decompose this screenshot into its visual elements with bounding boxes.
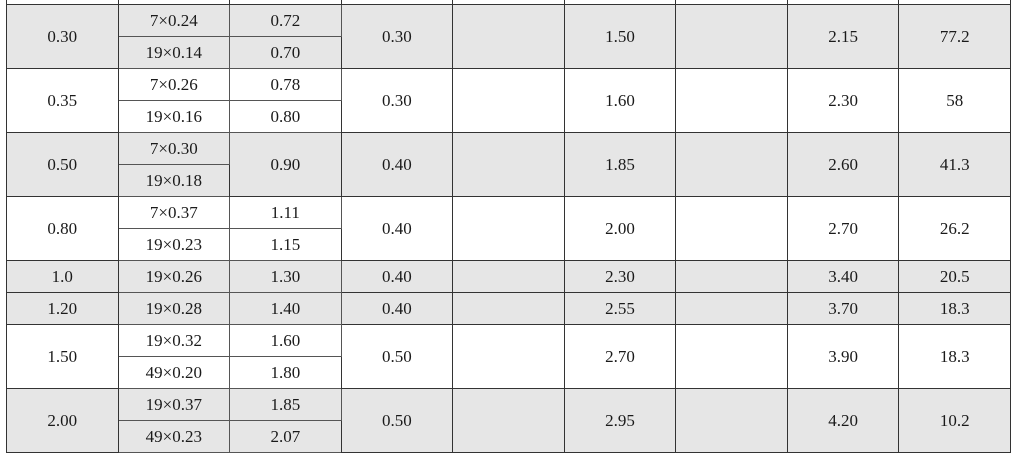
cell-c6: 2.00 bbox=[563, 196, 677, 261]
cell-c7 bbox=[675, 260, 788, 293]
cell-size: 0.78 bbox=[229, 68, 342, 101]
cell-c8: 3.70 bbox=[786, 292, 900, 325]
cell-c5 bbox=[452, 4, 565, 69]
table-row: 1.50 19×0.32 1.60 0.50 2.70 3.90 18.3 bbox=[6, 324, 1011, 389]
cell-c5 bbox=[452, 132, 565, 197]
cell-wire: 19×0.14 bbox=[117, 36, 231, 69]
cell-wire: 19×0.26 bbox=[117, 260, 231, 293]
cell-col1: 0.80 bbox=[6, 196, 119, 261]
cell-c5 bbox=[452, 260, 565, 293]
table-row: 2.00 19×0.37 1.85 0.50 2.95 4.20 10.2 bbox=[6, 388, 1011, 453]
cell-size: 1.80 bbox=[229, 356, 342, 389]
spec-table-body: 0.30 7×0.24 0.72 0.30 1.50 2.15 77.2 19×0.14 0.7… bbox=[6, 0, 1011, 453]
cell-wire: 49×0.20 bbox=[117, 356, 231, 389]
cell-wire: 49×0.23 bbox=[117, 420, 231, 453]
cell-col1: 0.35 bbox=[6, 68, 119, 133]
cell-c9: 18.3 bbox=[898, 292, 1011, 325]
cell-c7 bbox=[675, 132, 788, 197]
table-row: 19×0.16 0.80 bbox=[7, 100, 1011, 133]
cell-wire: 7×0.30 bbox=[117, 132, 231, 165]
cell-size: 1.30 bbox=[229, 260, 342, 293]
cell-c4: 0.40 bbox=[340, 260, 454, 293]
cell-c9: 20.5 bbox=[898, 260, 1011, 293]
table-row: 0.35 7×0.26 0.78 0.30 1.60 2.30 58 bbox=[6, 68, 1011, 133]
cell-c4: 0.40 bbox=[340, 196, 454, 261]
cell-col1: 1.20 bbox=[6, 292, 119, 325]
cell-c8: 3.90 bbox=[786, 324, 900, 389]
cell-wire: 19×0.16 bbox=[117, 100, 231, 133]
cell-c4: 0.50 bbox=[340, 388, 454, 453]
cell-wire: 7×0.24 bbox=[117, 4, 231, 37]
cell-size: 1.85 bbox=[229, 388, 342, 421]
cell-size: 1.40 bbox=[229, 292, 342, 325]
cell-c6: 1.85 bbox=[563, 132, 677, 197]
cell-col1: 0.50 bbox=[6, 132, 119, 197]
table-row: 19×0.18 bbox=[7, 164, 1011, 197]
cell-c5 bbox=[452, 324, 565, 389]
cell-wire: 7×0.37 bbox=[117, 196, 231, 229]
cell-wire: 19×0.28 bbox=[117, 292, 231, 325]
cell-c7 bbox=[675, 4, 788, 69]
cell-wire: 19×0.23 bbox=[117, 228, 231, 261]
cell-c4: 0.40 bbox=[340, 292, 454, 325]
cell-c7 bbox=[675, 68, 788, 133]
cell-col1: 1.0 bbox=[6, 260, 119, 293]
cell-wire: 19×0.18 bbox=[117, 164, 231, 197]
cell-c4: 0.40 bbox=[340, 132, 454, 197]
cell-c5 bbox=[452, 292, 565, 325]
cell-c6: 2.55 bbox=[563, 292, 677, 325]
cell-c9: 10.2 bbox=[898, 388, 1011, 453]
cell-wire: 7×0.26 bbox=[117, 68, 231, 101]
cell-c5 bbox=[452, 196, 565, 261]
cell-c4: 0.50 bbox=[340, 324, 454, 389]
cell-size: 0.80 bbox=[229, 100, 342, 133]
table-row: 0.30 7×0.24 0.72 0.30 1.50 2.15 77.2 bbox=[6, 4, 1011, 69]
cell-wire: 19×0.37 bbox=[117, 388, 231, 421]
cell-c4: 0.30 bbox=[340, 4, 454, 69]
cell-c8: 2.30 bbox=[786, 68, 900, 133]
table-row: 0.50 7×0.30 0.90 0.40 1.85 2.60 41.3 bbox=[6, 132, 1011, 197]
cell-c7 bbox=[675, 292, 788, 325]
cell-c6: 2.95 bbox=[563, 388, 677, 453]
cell-c7 bbox=[675, 324, 788, 389]
cell-col1: 1.50 bbox=[6, 324, 119, 389]
cell-size: 1.15 bbox=[229, 228, 342, 261]
cell-c7 bbox=[675, 388, 788, 453]
cell-col1: 2.00 bbox=[6, 388, 119, 453]
cell-c5 bbox=[452, 388, 565, 453]
table-row: 19×0.23 1.15 bbox=[7, 228, 1011, 261]
cell-c8: 2.70 bbox=[786, 196, 900, 261]
cell-c6: 2.30 bbox=[563, 260, 677, 293]
table-row: 49×0.23 2.07 bbox=[7, 420, 1011, 453]
cell-c4: 0.30 bbox=[340, 68, 454, 133]
cell-c8: 3.40 bbox=[786, 260, 900, 293]
cell-c9: 77.2 bbox=[898, 4, 1011, 69]
table-row: 49×0.20 1.80 bbox=[7, 356, 1011, 389]
table-row: 0.80 7×0.37 1.11 0.40 2.00 2.70 26.2 bbox=[6, 196, 1011, 261]
cell-c8: 4.20 bbox=[786, 388, 900, 453]
cell-c9: 26.2 bbox=[898, 196, 1011, 261]
cell-c6: 1.50 bbox=[563, 4, 677, 69]
cell-wire: 19×0.32 bbox=[117, 324, 231, 357]
cell-size: 0.70 bbox=[229, 36, 342, 69]
cell-c8: 2.15 bbox=[786, 4, 900, 69]
cell-size: 1.11 bbox=[229, 196, 342, 229]
table-row: 1.0 19×0.26 1.30 0.40 2.30 3.40 20.5 bbox=[6, 260, 1011, 293]
cell-col1: 0.30 bbox=[6, 4, 119, 69]
cell-c6: 2.70 bbox=[563, 324, 677, 389]
cell-c5 bbox=[452, 68, 565, 133]
cell-size: 0.90 bbox=[229, 132, 342, 197]
cell-size: 2.07 bbox=[229, 420, 342, 453]
cell-c6: 1.60 bbox=[563, 68, 677, 133]
cell-size: 1.60 bbox=[229, 324, 342, 357]
table-row: 1.20 19×0.28 1.40 0.40 2.55 3.70 18.3 bbox=[6, 292, 1011, 325]
cell-c9: 58 bbox=[898, 68, 1011, 133]
cell-c7 bbox=[675, 196, 788, 261]
table-row: 19×0.14 0.70 bbox=[7, 36, 1011, 69]
spec-table: 0.30 7×0.24 0.72 0.30 1.50 2.15 77.2 19×0.14 0.7… bbox=[6, 0, 1011, 453]
cell-c8: 2.60 bbox=[786, 132, 900, 197]
cell-c9: 18.3 bbox=[898, 324, 1011, 389]
cell-size: 0.72 bbox=[229, 4, 342, 37]
cell-c9: 41.3 bbox=[898, 132, 1011, 197]
